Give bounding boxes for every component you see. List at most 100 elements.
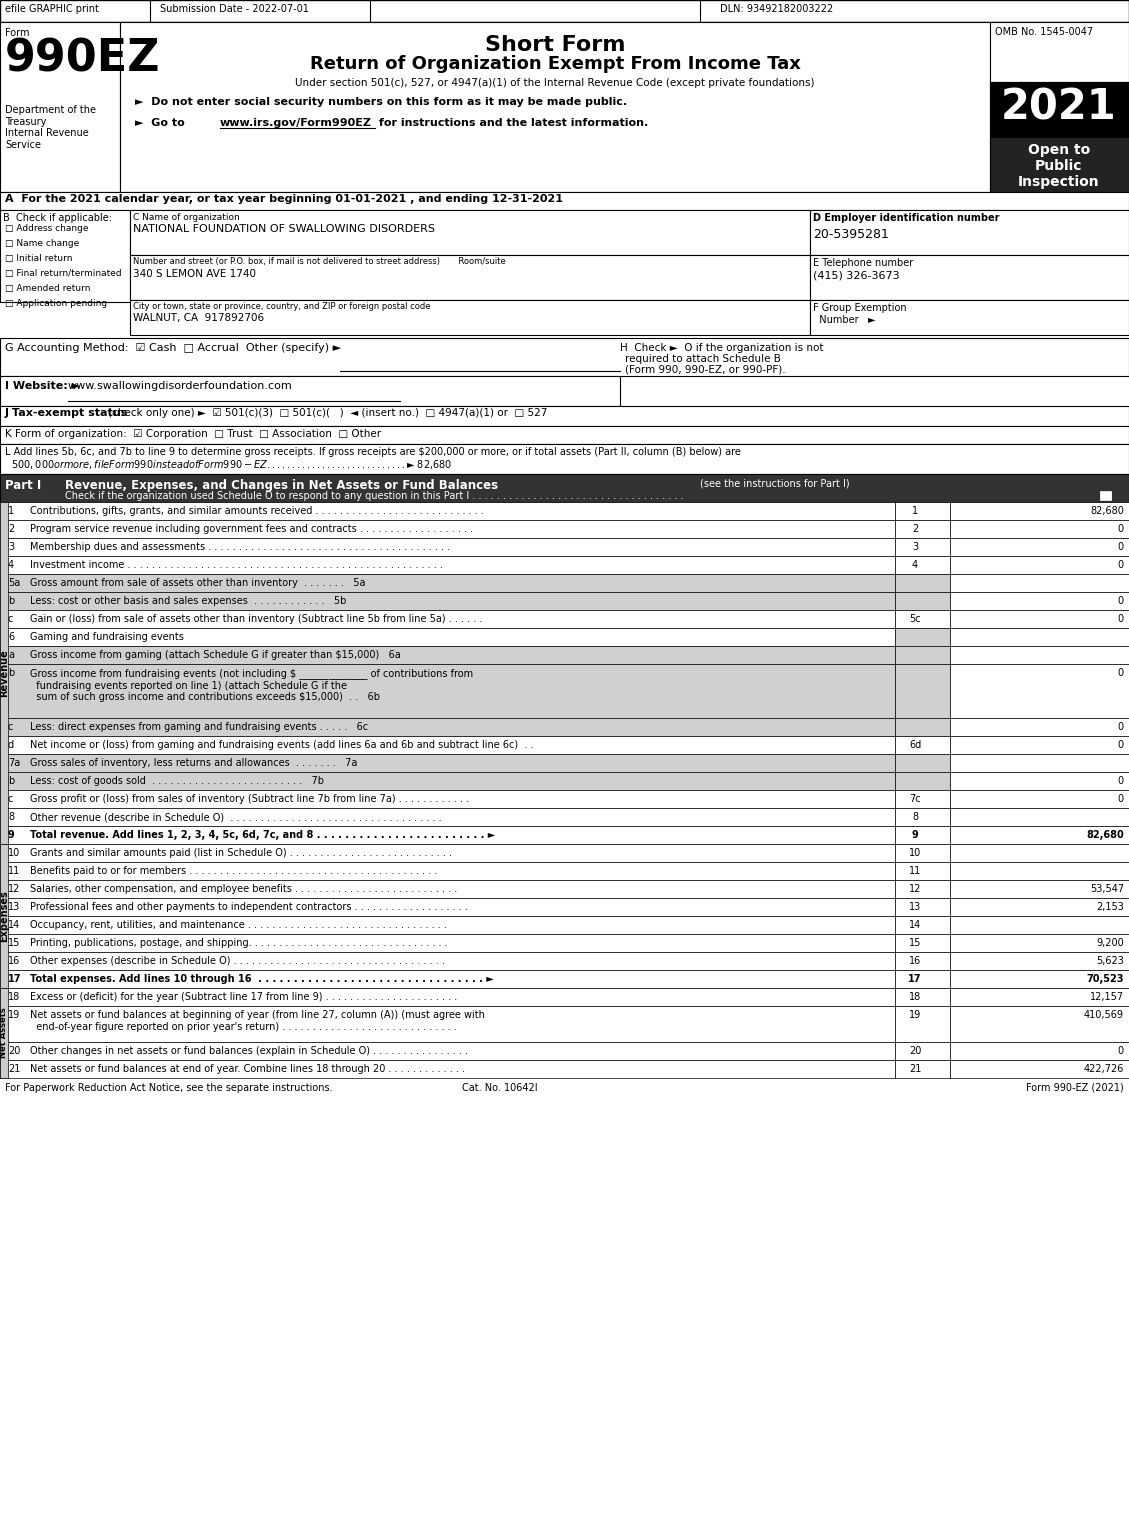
Text: Total expenses. Add lines 10 through 16  . . . . . . . . . . . . . . . . . . . .: Total expenses. Add lines 10 through 16 … bbox=[30, 974, 493, 984]
Text: Gross income from fundraising events (not including $ ______________ of contribu: Gross income from fundraising events (no… bbox=[30, 668, 473, 702]
Bar bbox=[0, 444, 1129, 474]
Bar bbox=[895, 862, 949, 880]
Text: ►  Go to: ► Go to bbox=[135, 117, 189, 128]
Text: Net Assets: Net Assets bbox=[0, 1008, 9, 1058]
Text: Net income or (loss) from gaming and fundraising events (add lines 6a and 6b and: Net income or (loss) from gaming and fun… bbox=[30, 740, 534, 750]
Bar bbox=[0, 808, 895, 827]
Text: Gaming and fundraising events: Gaming and fundraising events bbox=[30, 631, 184, 642]
Text: Excess or (deficit) for the year (Subtract line 17 from line 9) . . . . . . . . : Excess or (deficit) for the year (Subtra… bbox=[30, 991, 457, 1002]
Text: 7c: 7c bbox=[909, 795, 921, 804]
Text: Revenue: Revenue bbox=[0, 650, 9, 697]
Text: J Tax-exempt status: J Tax-exempt status bbox=[5, 409, 129, 418]
Text: Net assets or fund balances at end of year. Combine lines 18 through 20 . . . . : Net assets or fund balances at end of ye… bbox=[30, 1064, 465, 1074]
Text: 16: 16 bbox=[8, 956, 20, 965]
Text: 19: 19 bbox=[909, 1010, 921, 1020]
Text: 0: 0 bbox=[1118, 1046, 1124, 1055]
Bar bbox=[809, 300, 1129, 336]
Bar bbox=[895, 1006, 949, 1042]
Text: efile GRAPHIC print: efile GRAPHIC print bbox=[5, 5, 99, 14]
Bar bbox=[0, 339, 1129, 377]
Text: 18: 18 bbox=[909, 991, 921, 1002]
Text: 53,547: 53,547 bbox=[1089, 884, 1124, 894]
Text: 11: 11 bbox=[8, 866, 20, 875]
Bar bbox=[949, 573, 1129, 592]
Text: □ Address change: □ Address change bbox=[5, 224, 88, 233]
Bar bbox=[0, 538, 895, 557]
Text: DLN: 93492182003222: DLN: 93492182003222 bbox=[720, 5, 833, 14]
Text: Form: Form bbox=[5, 27, 29, 38]
Bar bbox=[895, 557, 949, 573]
Bar bbox=[949, 628, 1129, 647]
Text: 0: 0 bbox=[1118, 525, 1124, 534]
Text: Salaries, other compensation, and employee benefits . . . . . . . . . . . . . . : Salaries, other compensation, and employ… bbox=[30, 884, 457, 894]
Text: 2,153: 2,153 bbox=[1096, 901, 1124, 912]
Text: K Form of organization:  ☑ Corporation  □ Trust  □ Association  □ Other: K Form of organization: ☑ Corporation □ … bbox=[5, 429, 382, 439]
Text: 12,157: 12,157 bbox=[1089, 991, 1124, 1002]
Bar bbox=[949, 592, 1129, 610]
Bar bbox=[0, 933, 895, 952]
Text: 8: 8 bbox=[912, 811, 918, 822]
Text: 410,569: 410,569 bbox=[1084, 1010, 1124, 1020]
Text: ►  Do not enter social security numbers on this form as it may be made public.: ► Do not enter social security numbers o… bbox=[135, 98, 627, 107]
Bar bbox=[130, 210, 809, 255]
Bar bbox=[949, 1060, 1129, 1078]
Bar bbox=[895, 1042, 949, 1060]
Bar bbox=[0, 772, 895, 790]
Text: C Name of organization: C Name of organization bbox=[133, 214, 239, 223]
Bar bbox=[0, 952, 895, 970]
Text: 13: 13 bbox=[8, 901, 20, 912]
Text: 15: 15 bbox=[8, 938, 20, 949]
Text: D Employer identification number: D Employer identification number bbox=[813, 214, 999, 223]
Text: Department of the
Treasury
Internal Revenue
Service: Department of the Treasury Internal Reve… bbox=[5, 105, 96, 149]
Bar bbox=[0, 592, 895, 610]
Text: 21: 21 bbox=[8, 1064, 20, 1074]
Bar bbox=[0, 917, 895, 933]
Text: 0: 0 bbox=[1118, 668, 1124, 679]
Text: G Accounting Method:  ☑ Cash  □ Accrual  Other (specify) ►: G Accounting Method: ☑ Cash □ Accrual Ot… bbox=[5, 343, 341, 352]
Text: 6: 6 bbox=[8, 631, 15, 642]
Bar bbox=[949, 970, 1129, 988]
Bar bbox=[0, 988, 895, 1007]
Bar bbox=[0, 843, 8, 988]
Text: 2: 2 bbox=[8, 525, 15, 534]
Bar bbox=[949, 1042, 1129, 1060]
Text: 5a: 5a bbox=[8, 578, 20, 589]
Bar bbox=[949, 663, 1129, 718]
Text: Net assets or fund balances at beginning of year (from line 27, column (A)) (mus: Net assets or fund balances at beginning… bbox=[30, 1010, 484, 1031]
Text: 5,623: 5,623 bbox=[1096, 956, 1124, 965]
Text: c: c bbox=[8, 795, 14, 804]
Bar bbox=[949, 917, 1129, 933]
Bar bbox=[949, 827, 1129, 843]
Bar bbox=[949, 952, 1129, 970]
Bar bbox=[895, 737, 949, 753]
Bar bbox=[0, 663, 895, 718]
Text: Cat. No. 10642I: Cat. No. 10642I bbox=[462, 1083, 537, 1093]
Text: L Add lines 5b, 6c, and 7b to line 9 to determine gross receipts. If gross recei: L Add lines 5b, 6c, and 7b to line 9 to … bbox=[5, 447, 741, 458]
Text: NATIONAL FOUNDATION OF SWALLOWING DISORDERS: NATIONAL FOUNDATION OF SWALLOWING DISORD… bbox=[133, 224, 435, 233]
Text: 9: 9 bbox=[8, 830, 15, 840]
Bar bbox=[0, 843, 895, 862]
Bar bbox=[949, 753, 1129, 772]
Bar bbox=[895, 827, 949, 843]
Text: required to attach Schedule B: required to attach Schedule B bbox=[625, 354, 781, 364]
Text: 15: 15 bbox=[909, 938, 921, 949]
Bar bbox=[0, 647, 895, 663]
Text: 18: 18 bbox=[8, 991, 20, 1002]
Text: Number and street (or P.O. box, if mail is not delivered to street address)     : Number and street (or P.O. box, if mail … bbox=[133, 258, 506, 265]
Bar bbox=[0, 210, 130, 302]
Bar bbox=[895, 970, 949, 988]
Bar bbox=[895, 880, 949, 898]
Bar bbox=[949, 718, 1129, 737]
Text: 11: 11 bbox=[909, 866, 921, 875]
Bar bbox=[895, 1060, 949, 1078]
Bar bbox=[949, 898, 1129, 917]
Text: 6d: 6d bbox=[909, 740, 921, 750]
Text: 70,523: 70,523 bbox=[1086, 974, 1124, 984]
Bar bbox=[949, 502, 1129, 520]
Bar bbox=[0, 628, 895, 647]
Text: $500,000 or more, file Form 990 instead of Form 990-EZ  . . . . . . . . . . . . : $500,000 or more, file Form 990 instead … bbox=[5, 458, 453, 471]
Bar bbox=[949, 862, 1129, 880]
Bar bbox=[0, 827, 895, 843]
Bar bbox=[895, 808, 949, 827]
Bar bbox=[130, 300, 809, 336]
